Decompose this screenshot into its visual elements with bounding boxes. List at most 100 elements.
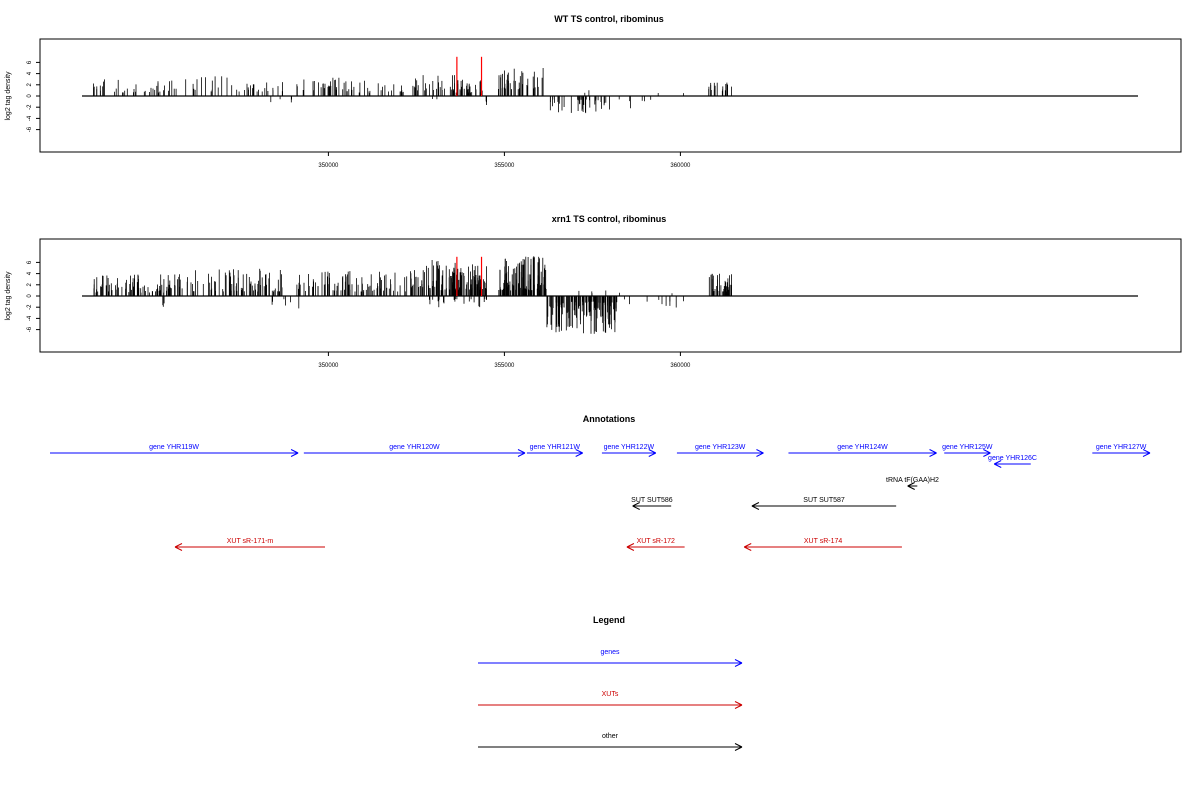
feature-label: gene YHR119W xyxy=(149,444,199,451)
arrow-head xyxy=(734,743,743,748)
feature-arrow: XUT sR-174 xyxy=(744,538,902,551)
arrow-head xyxy=(751,505,760,510)
feature-label: gene YHR125W xyxy=(942,444,993,451)
feature-arrow: gene YHR124W xyxy=(788,444,937,457)
annotations-title: Annotations xyxy=(583,414,636,424)
arrow-head xyxy=(290,449,299,454)
y-tick-label: 0 xyxy=(27,94,33,98)
x-tick-label: 360000 xyxy=(670,363,691,369)
x-ticks: 350000 355000 360000 xyxy=(318,152,691,169)
arrow-head xyxy=(983,449,991,454)
arrow-head xyxy=(648,449,656,454)
legend-label: other xyxy=(602,733,619,740)
y-tick-label: 4 xyxy=(27,71,33,75)
y-tick-label: 4 xyxy=(27,271,33,275)
y-tick-label: -2 xyxy=(27,104,33,110)
arrow-head xyxy=(751,502,760,507)
arrow-head xyxy=(290,452,299,457)
y-tick-label: -4 xyxy=(27,115,33,121)
arrow-head xyxy=(1142,449,1151,454)
arrow-head xyxy=(648,452,656,457)
y-ticks: -6 -4 -2 0 2 4 6 xyxy=(27,60,40,132)
wt-density-panel: WT TS control, ribominus log2 tag densit… xyxy=(5,14,1182,169)
arrow-head xyxy=(929,452,937,457)
feature-arrow: gene YHR125W xyxy=(942,444,993,457)
arrow-head xyxy=(983,452,991,457)
xrn1-density-panel: xrn1 TS control, ribominus log2 tag dens… xyxy=(5,214,1182,369)
arrow-head xyxy=(1142,452,1151,457)
arrow-head xyxy=(907,485,915,490)
feature-arrow: gene YHR122W xyxy=(601,444,656,457)
y-tick-label: 6 xyxy=(27,260,33,264)
y-tick-label: 0 xyxy=(27,294,33,298)
feature-label: gene YHR121W xyxy=(530,444,581,451)
feature-arrow: XUT sR-171-m xyxy=(174,538,325,551)
feature-arrow: SUT SUT587 xyxy=(751,497,897,510)
arrow-head xyxy=(744,543,752,548)
legend: Legend genes XUTs other xyxy=(478,615,743,751)
arrow-head xyxy=(907,482,915,487)
y-tick-label: 2 xyxy=(27,82,33,86)
feature-label: gene YHR124W xyxy=(837,444,888,451)
highlight-marks xyxy=(456,56,483,96)
legend-entry: other xyxy=(478,733,743,751)
arrow-head xyxy=(734,659,743,664)
feature-arrow: gene YHR126C xyxy=(988,455,1037,468)
feature-arrow: tRNA tF(GAA)H2 xyxy=(886,477,939,490)
feature-label: gene YHR120W xyxy=(389,444,440,451)
feature-arrow: SUT SUT586 xyxy=(631,497,673,510)
feature-label: gene YHR122W xyxy=(604,444,655,451)
arrow-head xyxy=(174,546,183,551)
x-tick-label: 355000 xyxy=(494,363,515,369)
feature-arrow: gene YHR123W xyxy=(676,444,764,457)
y-tick-label: 6 xyxy=(27,60,33,64)
feature-label: gene YHR127W xyxy=(1096,444,1147,451)
legend-label: XUTs xyxy=(602,691,619,698)
x-ticks: 350000 355000 360000 xyxy=(318,352,691,369)
feature-arrow: gene YHR121W xyxy=(526,444,583,457)
arrow-head xyxy=(734,746,743,751)
y-tick-label: -6 xyxy=(27,326,33,332)
annotations-track: Annotations gene YHR119W gene YHR120W gene… xyxy=(50,414,1151,551)
y-tick-label: 2 xyxy=(27,282,33,286)
feature-label: tRNA tF(GAA)H2 xyxy=(886,477,939,484)
x-tick-label: 355000 xyxy=(494,163,515,169)
arrow-head xyxy=(734,701,743,706)
feature-arrow: gene YHR120W xyxy=(303,444,526,457)
density-bars xyxy=(93,68,732,114)
feature-arrow: gene YHR119W xyxy=(50,444,299,457)
feature-label: XUT sR-171-m xyxy=(227,538,274,545)
arrow-head xyxy=(174,543,183,548)
feature-label: gene YHR123W xyxy=(695,444,746,451)
arrow-head xyxy=(994,460,1002,465)
arrow-head xyxy=(517,449,526,454)
feature-label: XUT sR-174 xyxy=(804,538,842,545)
y-tick-label: -4 xyxy=(27,315,33,321)
feature-arrow: gene YHR127W xyxy=(1092,444,1151,457)
arrow-head xyxy=(744,546,752,551)
arrow-head xyxy=(756,452,764,457)
arrow-head xyxy=(632,502,640,507)
feature-label: XUT sR-172 xyxy=(637,538,675,545)
x-tick-label: 350000 xyxy=(318,363,339,369)
legend-entry: genes xyxy=(478,649,743,667)
arrow-head xyxy=(517,452,526,457)
y-tick-label: -2 xyxy=(27,304,33,310)
arrow-head xyxy=(575,452,583,457)
x-tick-label: 360000 xyxy=(670,163,691,169)
annotation-features: gene YHR119W gene YHR120W gene YHR121W gene… xyxy=(50,444,1151,551)
legend-entry: XUTs xyxy=(478,691,743,709)
y-axis-label: log2 tag density xyxy=(5,71,12,121)
arrow-head xyxy=(575,449,583,454)
arrow-head xyxy=(626,546,635,551)
y-tick-label: -6 xyxy=(27,126,33,132)
panel-title: xrn1 TS control, ribominus xyxy=(552,214,667,224)
highlight-marks xyxy=(456,256,483,296)
feature-label: SUT SUT587 xyxy=(803,497,845,504)
arrow-head xyxy=(632,505,640,510)
panel-title: WT TS control, ribominus xyxy=(554,14,664,24)
legend-entries: genes XUTs other xyxy=(478,649,743,751)
arrow-head xyxy=(994,463,1002,468)
y-axis-label: log2 tag density xyxy=(5,271,12,321)
